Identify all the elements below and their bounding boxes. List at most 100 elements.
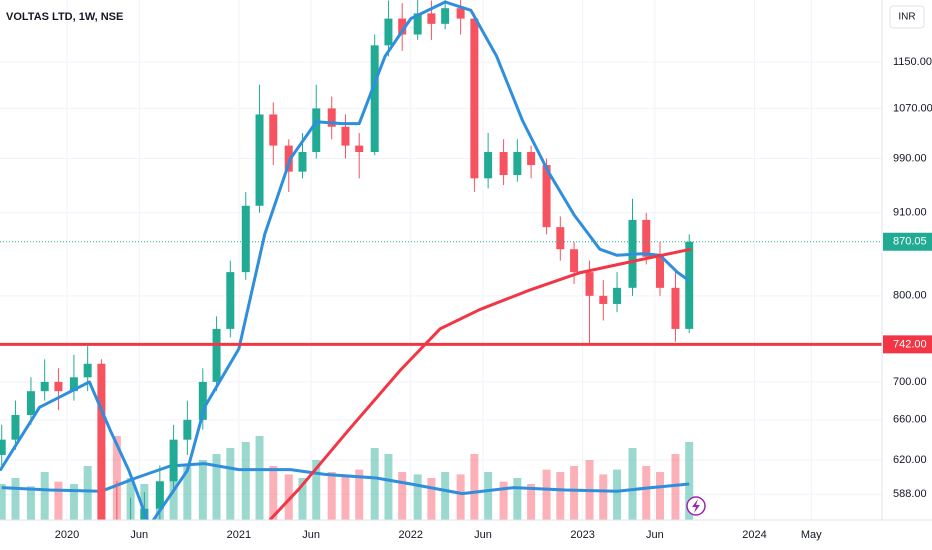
volume-bar [613, 469, 622, 520]
x-tick-label: 2023 [570, 529, 594, 541]
candle-body [599, 295, 608, 304]
candle-body [255, 114, 264, 206]
candle-body [384, 18, 393, 46]
candle-body [69, 377, 78, 392]
volume-bar [212, 454, 221, 520]
candle-body [427, 13, 436, 24]
candle-body [484, 152, 493, 179]
lightning-icon[interactable] [686, 496, 706, 516]
x-tick-label: 2021 [227, 529, 251, 541]
y-tick-label: 700.00 [893, 376, 927, 388]
volume-bar [183, 466, 192, 520]
volume-bar [441, 472, 450, 520]
y-tick-label: 910.00 [893, 207, 927, 219]
volume-bar [642, 466, 651, 520]
candle-body [298, 152, 307, 172]
x-tick-label: 2020 [55, 529, 79, 541]
last-price-tag [883, 232, 932, 251]
candle-body [284, 145, 293, 172]
candle-body [241, 205, 250, 273]
volume-bar [312, 460, 321, 520]
candle-body [155, 481, 164, 509]
candle-body [656, 256, 664, 288]
candle-body [83, 363, 92, 378]
candle-body [11, 414, 20, 440]
volume-bar [456, 474, 465, 520]
x-tick-label: Jun [474, 529, 492, 541]
candle-body [556, 227, 565, 250]
grid [0, 0, 882, 520]
candle-body [527, 152, 536, 166]
candle-body [470, 18, 479, 179]
volume-bar [327, 472, 336, 520]
volume-bar [628, 448, 637, 520]
candle-body [570, 249, 579, 273]
candle-body [198, 381, 207, 420]
volume-bar [11, 478, 20, 520]
volume-bar [54, 481, 63, 520]
y-tick-label: 620.00 [893, 454, 927, 466]
x-tick-label: Jun [302, 529, 320, 541]
candle-body [499, 152, 508, 175]
candle-body [212, 328, 221, 382]
candle-body [355, 145, 364, 153]
y-tick-label: 588.00 [893, 488, 927, 500]
moving-average-line [0, 0, 691, 520]
candle-body [613, 287, 622, 304]
volume-bar [83, 466, 92, 520]
candle-body [413, 13, 422, 35]
candle-body [54, 381, 63, 392]
x-tick-label: 2022 [399, 529, 423, 541]
candle-body [327, 108, 336, 127]
volume-bar [527, 484, 536, 520]
volume-bar [370, 448, 379, 520]
volume-bar [298, 478, 307, 520]
last-price-label: 870.05 [893, 236, 927, 248]
volume-bar [226, 448, 235, 520]
candle-body [341, 126, 350, 146]
volume-bar [355, 469, 364, 520]
candle-body [685, 241, 694, 329]
candle-body [312, 108, 321, 153]
volume-bar [685, 442, 694, 520]
candle-body [671, 287, 680, 329]
volume-bar [69, 484, 78, 520]
currency-box[interactable] [889, 5, 925, 29]
volume-bar [26, 486, 35, 520]
volume-bar [556, 472, 565, 520]
volume-bar [671, 454, 680, 520]
volume-bar [255, 436, 264, 520]
volume-bar [169, 472, 178, 520]
volume-bar [484, 472, 493, 520]
chart-title: VOLTAS LTD, 1W, NSE [6, 11, 123, 23]
volume-bar [599, 474, 608, 520]
x-tick-label: Jun [130, 529, 148, 541]
candle-body [585, 272, 594, 296]
moving-average-line [1, 462, 690, 496]
candle-body [269, 114, 278, 146]
volume-bar [513, 478, 522, 520]
volume-bar [542, 469, 551, 520]
volume-bar [341, 476, 350, 520]
candle-body [398, 18, 407, 35]
x-tick-label: May [801, 529, 822, 541]
y-tick-label: 990.00 [893, 152, 927, 164]
candle-body [542, 165, 551, 228]
volume-bar [112, 436, 121, 520]
volume-bar [284, 474, 293, 520]
currency-label[interactable]: INR [898, 12, 915, 23]
candle-body [226, 272, 235, 329]
volume-bar [427, 478, 436, 520]
x-tick-label: 2024 [742, 529, 766, 541]
y-tick-label: 1150.00 [893, 56, 932, 68]
y-tick-label: 1070.00 [893, 102, 932, 114]
candle-body [169, 439, 178, 482]
volume-bar [570, 466, 579, 520]
y-tick-label: 800.00 [893, 290, 927, 302]
level-label: 742.00 [893, 338, 927, 350]
volume-bar [470, 454, 479, 520]
candle-body [456, 8, 465, 19]
candle-body [513, 152, 522, 175]
